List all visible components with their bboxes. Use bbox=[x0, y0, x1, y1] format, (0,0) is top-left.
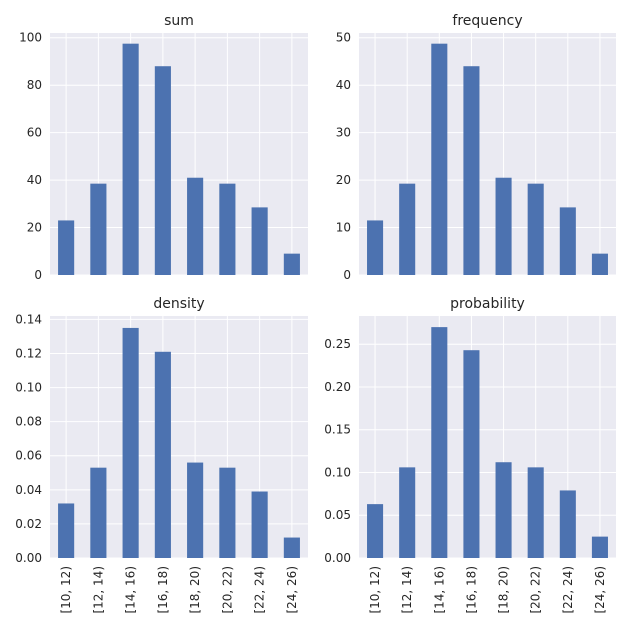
subplot-frequency: 0 10 20 30 40 50 frequency bbox=[336, 13, 616, 282]
bar-18-20 bbox=[187, 462, 204, 558]
bar-16-18 bbox=[154, 66, 171, 275]
subplot-title: probability bbox=[450, 296, 525, 312]
bar-12-14 bbox=[90, 183, 107, 275]
y-tick-label: 0.14 bbox=[15, 312, 42, 326]
x-tick-label: [10, 12) bbox=[59, 566, 73, 614]
bar-22-24 bbox=[559, 207, 576, 275]
plot-area bbox=[359, 33, 616, 275]
y-tick-label: 0.02 bbox=[15, 517, 42, 531]
bar-18-20 bbox=[495, 462, 512, 558]
x-tick-label: [12, 14) bbox=[91, 566, 105, 614]
bar-24-26 bbox=[283, 537, 300, 558]
y-tick-label: 100 bbox=[19, 31, 42, 45]
x-tick-label: [12, 14) bbox=[400, 566, 414, 614]
x-tick-label: [24, 26) bbox=[285, 566, 299, 614]
y-tick-label: 0.06 bbox=[15, 449, 42, 463]
y-tick-label: 0 bbox=[34, 268, 42, 282]
y-tick-label: 0.00 bbox=[15, 551, 42, 565]
bar-18-20 bbox=[187, 177, 204, 275]
subplot-title: frequency bbox=[452, 13, 522, 29]
bar-16-18 bbox=[463, 66, 480, 275]
x-tick-label: [18, 20) bbox=[497, 566, 511, 614]
bar-22-24 bbox=[251, 207, 268, 275]
bar-20-22 bbox=[527, 467, 544, 558]
bar-12-14 bbox=[90, 467, 107, 558]
y-tick-label: 0.05 bbox=[324, 508, 351, 522]
x-tick-label: [18, 20) bbox=[188, 566, 202, 614]
bar-12-14 bbox=[399, 183, 416, 275]
y-tick-label: 80 bbox=[27, 78, 42, 92]
bar-16-18 bbox=[463, 350, 480, 558]
bar-14-16 bbox=[431, 327, 448, 558]
y-tick-label: 10 bbox=[336, 221, 351, 235]
subplot-density: 0.00 0.02 0.04 0.06 0.08 0.10 0.12 0.14 [10, 12)… bbox=[15, 296, 308, 614]
bar-14-16 bbox=[122, 327, 139, 558]
y-tick-label: 0 bbox=[343, 268, 351, 282]
y-tick-label: 0.20 bbox=[324, 380, 351, 394]
x-tick-label: [20, 22) bbox=[529, 566, 543, 614]
subplot-title: sum bbox=[164, 13, 194, 29]
bar-20-22 bbox=[527, 183, 544, 275]
plot-area bbox=[359, 316, 616, 558]
bar-24-26 bbox=[283, 253, 300, 275]
bar-22-24 bbox=[559, 490, 576, 558]
bar-20-22 bbox=[219, 183, 236, 275]
x-tick-label: [24, 26) bbox=[593, 566, 607, 614]
x-tick-label: [14, 16) bbox=[432, 566, 446, 614]
subplot-title: density bbox=[153, 296, 204, 312]
plot-area bbox=[50, 316, 308, 558]
y-tick-label: 0.10 bbox=[15, 381, 42, 395]
bar-24-26 bbox=[591, 253, 608, 275]
y-tick-label: 20 bbox=[336, 173, 351, 187]
y-tick-label: 60 bbox=[27, 126, 42, 140]
bar-10-12 bbox=[58, 220, 75, 275]
bar-10-12 bbox=[367, 504, 384, 558]
x-tick-label: [22, 24) bbox=[253, 566, 267, 614]
y-tick-label: 0.15 bbox=[324, 423, 351, 437]
bar-22-24 bbox=[251, 491, 268, 558]
bar-24-26 bbox=[591, 536, 608, 558]
y-tick-label: 0.00 bbox=[324, 551, 351, 565]
bar-14-16 bbox=[122, 43, 139, 276]
x-tick-label: [14, 16) bbox=[124, 566, 138, 614]
y-tick-label: 30 bbox=[336, 126, 351, 140]
x-tick-label: [20, 22) bbox=[220, 566, 234, 614]
bar-12-14 bbox=[399, 467, 416, 558]
y-tick-label: 20 bbox=[27, 221, 42, 235]
bar-18-20 bbox=[495, 177, 512, 275]
bar-20-22 bbox=[219, 467, 236, 558]
y-tick-label: 0.25 bbox=[324, 337, 351, 351]
x-tick-label: [16, 18) bbox=[156, 566, 170, 614]
y-tick-label: 0.08 bbox=[15, 415, 42, 429]
subplot-sum: 0 20 40 60 80 100 sum bbox=[19, 13, 308, 282]
x-tick-label: [22, 24) bbox=[561, 566, 575, 614]
y-tick-label: 40 bbox=[27, 173, 42, 187]
subplot-probability: 0.00 0.05 0.10 0.15 0.20 0.25 [10, 12) [12, 14)… bbox=[324, 296, 616, 614]
y-tick-label: 0.10 bbox=[324, 465, 351, 479]
bar-16-18 bbox=[154, 351, 171, 558]
y-tick-label: 50 bbox=[336, 31, 351, 45]
y-tick-label: 40 bbox=[336, 78, 351, 92]
x-tick-label: [10, 12) bbox=[368, 566, 382, 614]
bar-14-16 bbox=[431, 43, 448, 276]
y-tick-label: 0.04 bbox=[15, 483, 42, 497]
bar-10-12 bbox=[58, 503, 75, 558]
y-tick-label: 0.12 bbox=[15, 346, 42, 360]
x-tick-label: [16, 18) bbox=[464, 566, 478, 614]
plot-area bbox=[50, 33, 308, 275]
bar-10-12 bbox=[367, 220, 384, 275]
